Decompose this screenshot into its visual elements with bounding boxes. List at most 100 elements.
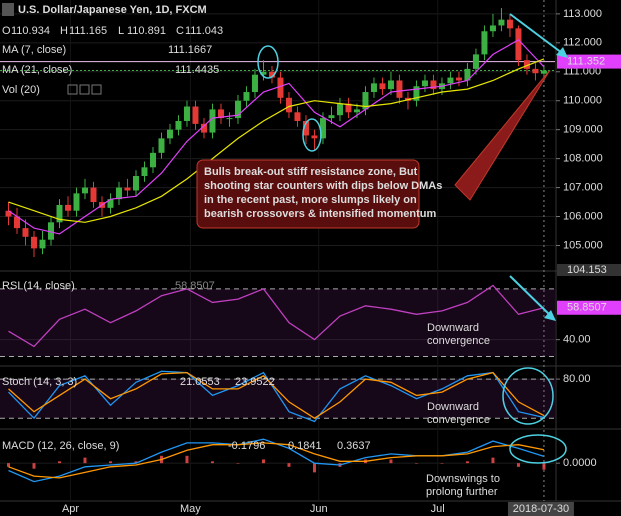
candle-body xyxy=(243,92,250,101)
legend-label: MA (7, close) xyxy=(2,44,66,56)
candle-body xyxy=(506,19,513,29)
histogram-bar xyxy=(465,461,469,464)
highlight-ellipse xyxy=(509,434,567,464)
arrow-head xyxy=(556,47,568,58)
chart-title: U.S. Dollar/Japanese Yen, 1D, FXCM xyxy=(18,4,207,16)
candle-body xyxy=(217,109,224,119)
marker-price-box xyxy=(557,54,621,69)
histogram-bar xyxy=(414,463,418,464)
panel-title: Stoch (14, 3, 3) xyxy=(2,376,77,388)
annotation-text: prolong further xyxy=(426,486,498,498)
candle-body xyxy=(141,167,148,176)
candle-body xyxy=(64,204,71,211)
cursor-label: 2018-07-30 xyxy=(513,503,569,515)
candle-body xyxy=(302,120,309,136)
legend-value: 58.8507 xyxy=(175,280,215,292)
candle-body xyxy=(328,115,335,119)
legend-value: 0.3637 xyxy=(337,440,371,452)
candle-body xyxy=(277,77,284,98)
candle-body xyxy=(515,28,522,61)
candle-body xyxy=(285,97,292,113)
highlight-ellipse xyxy=(302,118,322,152)
candle-body xyxy=(149,152,156,168)
x-tick-label: May xyxy=(180,503,201,515)
y-tick-label: 0.0000 xyxy=(563,457,597,469)
histogram-bar xyxy=(287,463,291,467)
legend-value: 111.4435 xyxy=(175,64,219,76)
value-label: 58.8507 xyxy=(567,302,607,314)
candle-body xyxy=(13,216,20,229)
callout-text: Bulls break-out stiff resistance zone, B… xyxy=(204,166,418,178)
candle-body xyxy=(268,71,275,78)
candle-body xyxy=(107,199,114,208)
low-price-box xyxy=(557,264,621,276)
annotation-text: Downward xyxy=(427,322,479,334)
level-band xyxy=(0,288,555,357)
y-tick-label: 107.000 xyxy=(563,181,603,193)
histogram-bar xyxy=(57,461,61,464)
candle-body xyxy=(362,92,369,110)
indicator-line xyxy=(8,284,545,348)
candle-body xyxy=(47,222,54,240)
annotation-text: convergence xyxy=(427,414,490,426)
annotation-text: Downswings to xyxy=(426,473,500,485)
ohlc-value: 110.934 xyxy=(11,25,50,37)
ohlc-value: 111.165 xyxy=(69,25,107,37)
y-tick-label: 110.000 xyxy=(563,95,602,107)
candle-body xyxy=(22,228,29,237)
candle-body xyxy=(209,109,216,133)
histogram-bar xyxy=(210,461,214,464)
ohlc-value: 111.043 xyxy=(185,25,223,37)
y-tick-label: 111.000 xyxy=(563,66,601,78)
candle-body xyxy=(166,129,173,139)
histogram-bar xyxy=(134,461,138,464)
candle-body xyxy=(455,77,462,81)
legend-icon xyxy=(67,84,78,95)
legend-label: MA (21, close) xyxy=(2,64,72,76)
candle-body xyxy=(472,54,479,69)
x-tick-label: Apr xyxy=(62,503,79,515)
y-tick-label: 40.00 xyxy=(563,334,591,346)
legend-value: 111.1667 xyxy=(168,44,212,56)
candle-body xyxy=(523,60,530,69)
candle-body xyxy=(353,109,360,113)
histogram-bar xyxy=(236,463,240,464)
ohlc-label: C xyxy=(176,25,184,37)
legend-value: 0.1841 xyxy=(288,440,322,452)
legend-icon xyxy=(91,84,102,95)
ma-line xyxy=(8,39,545,235)
annotation-text: Downward xyxy=(427,401,479,413)
ohlc-label: H xyxy=(60,25,68,37)
candle-body xyxy=(430,80,437,90)
candle-body xyxy=(30,236,37,249)
callout-text: shooting star counters with dips below D… xyxy=(204,180,442,192)
candle-body xyxy=(396,80,403,98)
highlight-ellipse xyxy=(257,45,279,79)
arrow-head xyxy=(544,310,556,321)
panel-title: MACD (12, 26, close, 9) xyxy=(2,440,119,452)
candle-body xyxy=(90,187,97,203)
candle-body xyxy=(447,77,454,84)
candle-body xyxy=(5,210,12,217)
legend-value: 21.0553 xyxy=(180,376,220,388)
candle-body xyxy=(124,187,131,191)
candle-body xyxy=(175,120,182,130)
volume-label: Vol (20) xyxy=(2,84,40,96)
histogram-bar xyxy=(32,463,36,469)
cursor-label-box xyxy=(507,502,574,516)
value-box xyxy=(557,300,621,315)
histogram-bar xyxy=(6,463,10,467)
histogram-bar xyxy=(516,463,520,467)
candle-body xyxy=(183,106,190,121)
candle-body xyxy=(336,103,343,116)
x-tick-label: Jul xyxy=(431,503,445,515)
ohlc-value: 110.891 xyxy=(127,25,166,37)
candle-body xyxy=(192,106,199,124)
candle-body xyxy=(81,187,88,194)
y-tick-label: 105.000 xyxy=(563,239,603,251)
candle-body xyxy=(498,19,505,26)
trend-arrow xyxy=(509,275,554,319)
